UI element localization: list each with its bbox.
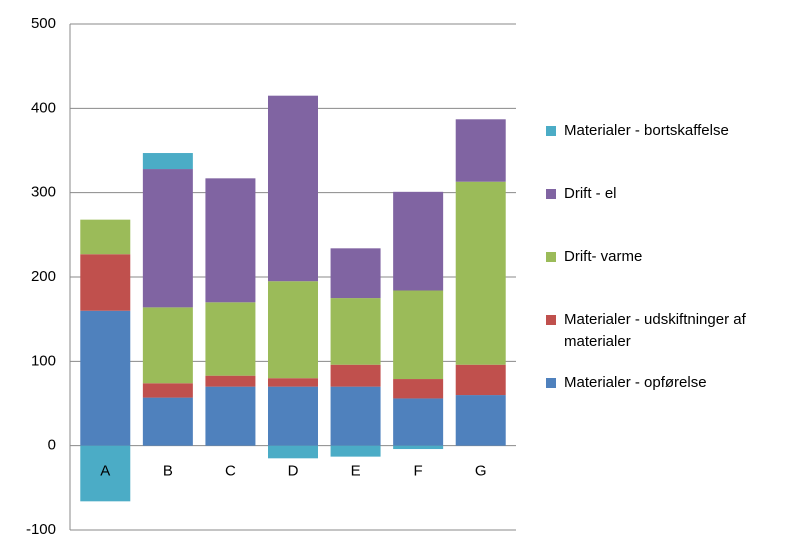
bar-segment xyxy=(205,375,256,387)
legend-swatch xyxy=(546,189,556,199)
legend-label: Materialer - udskiftninger af materialer xyxy=(564,311,746,350)
legend-label: Drift - el xyxy=(564,185,617,202)
x-tick-label: G xyxy=(475,463,487,480)
x-tick-label: D xyxy=(288,463,299,480)
bar-segment xyxy=(268,386,318,446)
legend-label: Drift- varme xyxy=(564,248,643,265)
bar-segment xyxy=(80,254,131,311)
bar-segment xyxy=(455,395,506,446)
bar-segment xyxy=(455,119,506,182)
x-tick-label: C xyxy=(225,463,236,480)
y-tick-label: -100 xyxy=(26,521,56,537)
legend-item: Drift- varme xyxy=(546,246,786,309)
bar-segment xyxy=(205,178,256,303)
y-tick-label: 500 xyxy=(31,15,56,32)
bar-segment xyxy=(393,191,444,291)
bar-segment xyxy=(142,153,193,170)
bar-segment xyxy=(393,445,444,450)
bar-segment xyxy=(455,364,506,396)
bar-segment xyxy=(393,290,444,380)
y-tick-label: 100 xyxy=(31,352,56,369)
bar-segment xyxy=(330,445,381,457)
legend-item: Materialer - udskiftninger af materialer xyxy=(546,309,786,372)
bar-segment xyxy=(80,445,131,502)
legend-item: Materialer - bortskaffelse xyxy=(546,120,786,183)
x-tick-label: A xyxy=(100,463,110,480)
bar-segment xyxy=(142,397,193,446)
legend-swatch xyxy=(546,252,556,262)
bar-segment xyxy=(330,364,381,387)
x-tick-label: F xyxy=(414,463,423,480)
bar-segment xyxy=(142,307,193,384)
bar-segment xyxy=(330,298,381,365)
bar-segment xyxy=(330,248,381,299)
legend-swatch xyxy=(546,378,556,388)
bar-segment xyxy=(268,445,318,459)
legend-item: Materialer - opførelse xyxy=(546,372,786,435)
legend-swatch xyxy=(546,126,556,136)
y-tick-label: 200 xyxy=(31,268,56,285)
x-tick-label: B xyxy=(163,463,173,480)
legend-item: Drift - el xyxy=(546,183,786,246)
legend-swatch xyxy=(546,315,556,325)
bar-segment xyxy=(80,310,131,446)
y-tick-label: 400 xyxy=(31,99,56,116)
legend: Materialer - bortskaffelse Drift - el Drif… xyxy=(546,120,786,435)
x-tick-label: E xyxy=(351,463,361,480)
bar-segment xyxy=(455,181,506,365)
bar-segment xyxy=(80,219,131,255)
bar-segment xyxy=(330,386,381,446)
bar-segment xyxy=(205,386,256,446)
bar-segment xyxy=(393,398,444,446)
y-tick-label: 0 xyxy=(48,437,56,454)
bar-segment xyxy=(268,281,318,379)
legend-label: Materialer - bortskaffelse xyxy=(564,122,729,139)
legend-label: Materialer - opførelse xyxy=(564,374,707,391)
bar-segment xyxy=(393,379,444,399)
bar-segment xyxy=(142,383,193,398)
bar-segment xyxy=(205,302,256,376)
y-tick-label: 300 xyxy=(31,184,56,201)
bar-segment xyxy=(268,95,318,282)
bar-segment xyxy=(268,378,318,387)
bar-segment xyxy=(142,169,193,308)
